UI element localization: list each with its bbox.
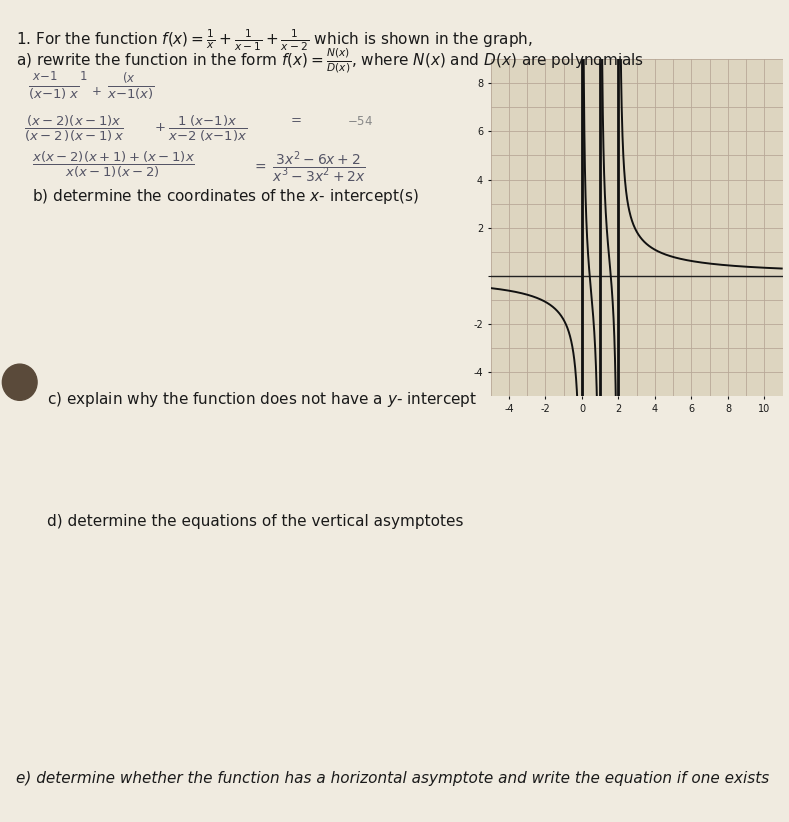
Text: a) rewrite the function in the form $f(x) = \frac{N(x)}{D(x)}$, where $N(x)$ and: a) rewrite the function in the form $f(x… [16, 47, 644, 76]
Text: e) determine whether the function has a horizontal asymptote and write the equat: e) determine whether the function has a … [16, 771, 769, 786]
Text: $+\;\dfrac{1\;(x{-}1)x}{x{-}2\;(x{-}1)x}$: $+\;\dfrac{1\;(x{-}1)x}{x{-}2\;(x{-}1)x}… [154, 113, 247, 144]
Text: $=$: $=$ [288, 112, 302, 125]
Text: b) determine the coordinates of the $x$- intercept(s): b) determine the coordinates of the $x$-… [32, 187, 418, 206]
Text: $\overline{x{-}1(x)}$: $\overline{x{-}1(x)}$ [107, 85, 155, 103]
Text: $=\;\dfrac{3x^2-6x+2}{x^3-3x^2+2x}$: $=\;\dfrac{3x^2-6x+2}{x^3-3x^2+2x}$ [252, 150, 366, 185]
Text: $-54$: $-54$ [347, 115, 373, 128]
Text: $(x$: $(x$ [122, 70, 136, 85]
Text: $\dfrac{x(x-2)(x+1)+(x-1)x}{x(x-1)(x-2)}$: $\dfrac{x(x-2)(x+1)+(x-1)x}{x(x-1)(x-2)}… [32, 150, 195, 180]
Text: $+$: $+$ [91, 85, 101, 99]
Text: c) explain why the function does not have a $y$- intercept: c) explain why the function does not hav… [47, 390, 477, 409]
Text: $\overline{(x{-}1)\;x}$: $\overline{(x{-}1)\;x}$ [28, 85, 79, 103]
Text: $\dfrac{(x-2)(x-1)x}{(x-2\,)(x-1)\,x}$: $\dfrac{(x-2)(x-1)x}{(x-2\,)(x-1)\,x}$ [24, 113, 124, 144]
Text: $x{-}1\!\!$: $x{-}1\!\!$ [32, 70, 57, 83]
Text: d) determine the equations of the vertical asymptotes: d) determine the equations of the vertic… [47, 514, 464, 529]
Text: $1$: $1$ [79, 70, 88, 83]
Text: 1. For the function $f(x) = \frac{1}{x} + \frac{1}{x-1} + \frac{1}{x-2}$ which i: 1. For the function $f(x) = \frac{1}{x} … [16, 27, 533, 53]
Circle shape [2, 364, 37, 400]
